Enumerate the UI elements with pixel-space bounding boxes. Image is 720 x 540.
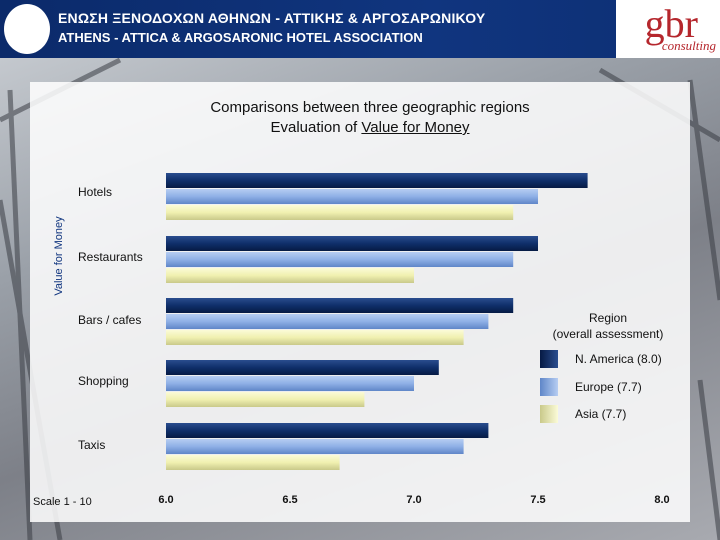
gbr-logo-subtext: consulting bbox=[661, 38, 716, 53]
gbr-logo-text: gbr bbox=[644, 1, 698, 46]
bar-taxis-series-1 bbox=[166, 439, 464, 454]
bar-bars-cafes-series-2 bbox=[166, 330, 464, 345]
category-label: Hotels bbox=[78, 185, 113, 199]
legend-title-line2: (overall assessment) bbox=[552, 327, 664, 341]
legend-title: Region (overall assessment) bbox=[528, 310, 688, 342]
legend-label: Europe (7.7) bbox=[575, 380, 642, 394]
x-tick-label: 7.0 bbox=[406, 494, 422, 506]
legend-label: Asia (7.7) bbox=[575, 407, 627, 421]
chart-title-line1: Comparisons between three geographic reg… bbox=[210, 99, 530, 116]
category-label: Restaurants bbox=[78, 250, 143, 264]
bar-taxis-series-2 bbox=[166, 455, 340, 470]
legend-title-line1: Region bbox=[588, 311, 628, 325]
bar-bars-cafes-series-1 bbox=[166, 314, 489, 329]
bar-hotels-series-1 bbox=[166, 189, 538, 204]
chart-subtitle-prefix: Evaluation of bbox=[270, 119, 362, 136]
category-label: Bars / cafes bbox=[78, 313, 142, 327]
bar-hotels-series-0 bbox=[166, 173, 588, 188]
x-tick-label: 7.5 bbox=[530, 494, 546, 506]
bar-bars-cafes-series-0 bbox=[166, 298, 514, 313]
category-label: Taxis bbox=[78, 438, 106, 452]
chart-title: Comparisons between three geographic reg… bbox=[30, 98, 710, 138]
bar-shopping-series-0 bbox=[166, 360, 439, 375]
chart-subtitle-underlined: Value for Money bbox=[361, 119, 470, 136]
bar-shopping-series-2 bbox=[166, 392, 365, 407]
bar-restaurants-series-1 bbox=[166, 252, 514, 267]
association-name-english: ATHENS - ATTICA & ARGOSARONIC HOTEL ASSO… bbox=[58, 30, 423, 45]
association-logo bbox=[4, 4, 50, 54]
legend-swatch bbox=[540, 405, 558, 423]
x-tick-label: 8.0 bbox=[654, 494, 670, 506]
bar-restaurants-series-2 bbox=[166, 268, 414, 283]
bar-restaurants-series-0 bbox=[166, 236, 538, 251]
association-name-greek: ΕΝΩΣΗ ΞΕΝΟΔΟΧΩΝ ΑΘΗΝΩΝ - ΑΤΤΙΚΗΣ & ΑΡΓΟΣ… bbox=[58, 10, 486, 26]
bar-taxis-series-0 bbox=[166, 423, 489, 438]
x-tick-label: 6.5 bbox=[282, 494, 298, 506]
chart-title-line2: Evaluation of Value for Money bbox=[30, 118, 710, 138]
x-tick-label: 6.0 bbox=[158, 494, 174, 506]
legend-swatch bbox=[540, 350, 558, 368]
header-banner: ΕΝΩΣΗ ΞΕΝΟΔΟΧΩΝ ΑΘΗΝΩΝ - ΑΤΤΙΚΗΣ & ΑΡΓΟΣ… bbox=[0, 0, 720, 58]
bar-hotels-series-2 bbox=[166, 205, 514, 220]
legend-swatch bbox=[540, 378, 558, 396]
category-label: Shopping bbox=[78, 374, 129, 388]
bar-shopping-series-1 bbox=[166, 376, 414, 391]
scale-note: Scale 1 - 10 bbox=[33, 496, 92, 508]
legend-label: N. America (8.0) bbox=[575, 352, 662, 366]
gbr-logo: gbr consulting bbox=[616, 0, 720, 58]
